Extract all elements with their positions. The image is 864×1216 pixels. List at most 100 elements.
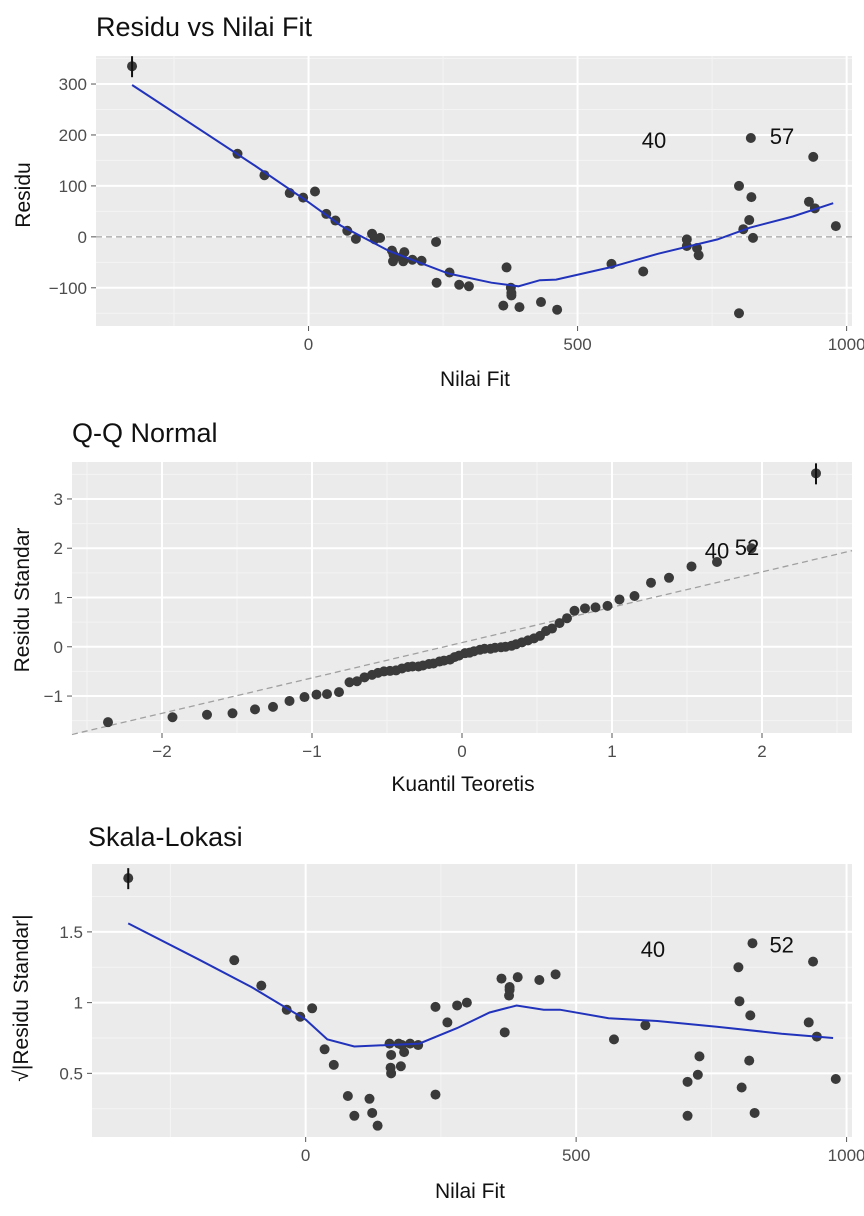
residuals-data-point	[388, 256, 399, 267]
scale-location-data-point	[364, 1093, 375, 1104]
residuals-y-tick-label: 100	[59, 177, 87, 196]
residuals-data-point	[514, 302, 525, 313]
scale-location-x-axis-title: Nilai Fit	[435, 1180, 505, 1203]
residuals-data-point	[744, 215, 755, 226]
qq-data-point	[352, 676, 362, 687]
residuals-data-point	[552, 304, 563, 315]
qq-y-tick-label: 3	[54, 490, 63, 509]
scale-location-point-label: 40	[641, 937, 665, 962]
residuals-plot-panel: 0 500 1000 −100 0 100 200 300 40 57	[49, 56, 864, 354]
scale-location-data-point	[430, 1089, 441, 1100]
residuals-data-point	[808, 151, 819, 162]
scale-location-data-point	[745, 1010, 756, 1021]
qq-data-point	[202, 709, 212, 720]
qq-data-point	[580, 603, 590, 614]
qq-y-tick-label: 1	[54, 589, 63, 608]
scale-location-data-point	[499, 1027, 510, 1038]
scale-location-y-axis-title: √|Residu Standar|	[10, 914, 33, 1081]
qq-point-label: 40	[705, 539, 729, 564]
qq-data-point	[614, 594, 625, 605]
scale-location-data-point	[461, 997, 472, 1008]
qq-data-point	[311, 689, 322, 700]
scale-location-x-tick-label: 1000	[828, 1146, 864, 1165]
scale-location-x-tick-label: 500	[562, 1146, 590, 1165]
qq-plot-panel: −2 −1 0 1 2 −1 0 1 2 3 40 52	[44, 462, 853, 761]
scale-location-plot-title: Skala-Lokasi	[88, 822, 243, 852]
scale-location-data-point	[395, 1061, 406, 1072]
qq-x-tick-label: −1	[302, 742, 321, 761]
qq-data-point	[250, 704, 260, 715]
qq-data-point	[227, 708, 238, 719]
qq-x-tick-label: 0	[457, 742, 466, 761]
qq-data-point	[562, 613, 572, 624]
residuals-data-point	[501, 262, 512, 273]
qq-x-axis-title: Kuantil Teoretis	[391, 773, 534, 796]
qq-data-point	[712, 557, 722, 568]
scale-location-data-point	[550, 969, 561, 980]
residuals-data-point	[309, 186, 320, 197]
scale-location-data-point	[608, 1034, 619, 1045]
qq-data-point	[268, 701, 278, 712]
residuals-x-tick-label: 1000	[828, 335, 864, 354]
scale-location-data-point	[386, 1068, 397, 1079]
qq-data-point	[646, 577, 656, 588]
residuals-point-label: 40	[642, 128, 666, 153]
residuals-data-point	[734, 180, 745, 191]
scale-location-data-point	[747, 938, 758, 949]
residuals-data-point	[431, 236, 442, 247]
qq-y-tick-label: 2	[54, 539, 63, 558]
scale-location-data-point	[384, 1038, 395, 1049]
residuals-data-point	[535, 297, 546, 308]
scale-location-data-point	[744, 1055, 755, 1066]
scale-location-smooth-line	[127, 922, 834, 1048]
scale-location-data-point	[803, 1017, 814, 1028]
scale-location-data-point	[733, 962, 744, 973]
scale-location-data-point	[534, 974, 545, 985]
residuals-data-point	[350, 233, 361, 244]
qq-reference-line	[71, 550, 853, 736]
residuals-y-tick-label: −100	[49, 279, 87, 298]
scale-location-x-tick-label: 0	[301, 1146, 310, 1165]
scale-location-data-point	[749, 1107, 760, 1118]
scale-location-data-point	[640, 1020, 651, 1031]
qq-data-point	[322, 689, 332, 700]
residuals-plot-title: Residu vs Nilai Fit	[96, 12, 313, 42]
qq-data-point	[629, 591, 640, 602]
qq-data-point	[746, 543, 757, 554]
scale-location-y-tick-label: 1	[74, 994, 83, 1013]
scale-location-data-point	[496, 973, 507, 984]
scale-location-data-point	[512, 972, 523, 983]
residuals-x-tick-label: 0	[304, 335, 313, 354]
scale-location-plot: Skala-Lokasi 0 500 1000 0.5 1 1.5 40 52 Nilai F…	[10, 822, 864, 1203]
qq-x-tick-label: 2	[757, 742, 766, 761]
qq-data-point	[359, 672, 370, 683]
qq-data-point	[590, 602, 601, 613]
qq-data-point	[284, 695, 295, 706]
residuals-x-axis-title: Nilai Fit	[440, 368, 510, 391]
residuals-data-point	[375, 232, 386, 243]
scale-location-data-point	[349, 1110, 360, 1121]
residuals-data-point	[746, 192, 757, 203]
scale-location-data-point	[682, 1076, 693, 1087]
residuals-data-point	[693, 250, 704, 261]
qq-x-tick-label: −2	[152, 742, 171, 761]
qq-point-label: 52	[735, 535, 759, 560]
qq-data-point	[664, 572, 674, 583]
residuals-data-point	[803, 196, 814, 207]
qq-y-tick-label: −1	[44, 687, 63, 706]
residuals-data-point	[463, 281, 474, 292]
qq-data-point	[554, 618, 565, 629]
qq-data-point	[103, 717, 113, 728]
residuals-x-tick-label: 500	[563, 335, 591, 354]
normal-qq-plot: Q-Q Normal −2 −1 0 1 2 −1 0 1 2 3 40 52 Kuantil Teo…	[11, 418, 853, 796]
residuals-y-tick-label: 300	[59, 75, 87, 94]
residuals-data-point	[454, 279, 465, 290]
residuals-data-point	[431, 277, 442, 288]
residuals-point-label: 57	[770, 124, 794, 149]
scale-location-data-point	[328, 1059, 339, 1070]
scale-location-data-point	[736, 1082, 747, 1093]
qq-y-tick-label: 0	[54, 638, 63, 657]
scale-location-data-point	[386, 1049, 397, 1060]
scale-location-y-tick-label: 1.5	[59, 923, 83, 942]
